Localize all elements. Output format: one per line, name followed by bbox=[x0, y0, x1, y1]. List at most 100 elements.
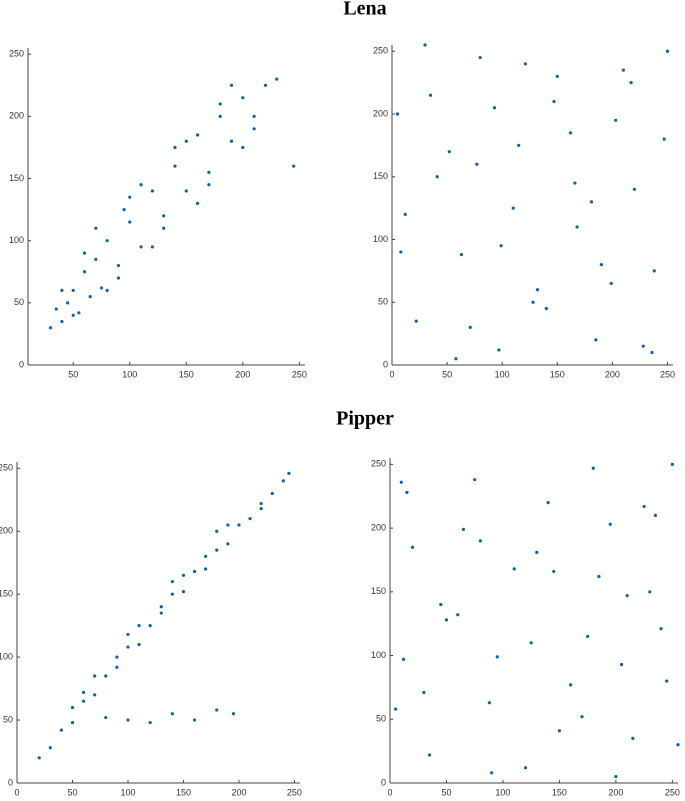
scatter-point bbox=[192, 569, 197, 574]
x-tick-label: 50 bbox=[68, 369, 78, 379]
scatter-point bbox=[648, 590, 652, 594]
scatter-point bbox=[641, 344, 645, 348]
scatter-point bbox=[535, 288, 540, 292]
scatter-point bbox=[115, 655, 119, 659]
scatter-point bbox=[401, 657, 406, 661]
scatter-point bbox=[568, 131, 573, 135]
scatter-point bbox=[608, 522, 612, 526]
scatter-point bbox=[60, 288, 64, 293]
scatter-point bbox=[662, 137, 666, 141]
x-tick-label: 100 bbox=[120, 787, 135, 797]
scatter-point bbox=[215, 548, 219, 552]
scatter-point bbox=[241, 145, 245, 150]
scatter-point bbox=[82, 251, 87, 255]
scatter-point bbox=[444, 618, 449, 622]
y-tick-label: 250 bbox=[373, 46, 388, 56]
x-tick-label: 150 bbox=[550, 369, 565, 379]
scatter-point bbox=[594, 338, 598, 342]
scatter-point bbox=[523, 766, 528, 770]
x-tick-label: 250 bbox=[292, 369, 307, 379]
y-tick-label: 200 bbox=[9, 111, 24, 121]
scatter-point bbox=[94, 257, 98, 261]
scatter-point bbox=[204, 554, 208, 559]
scatter-point bbox=[139, 245, 143, 249]
x-tick-label: 250 bbox=[660, 369, 675, 379]
y-tick-label: 50 bbox=[14, 297, 24, 307]
y-tick-label: 150 bbox=[0, 589, 13, 599]
scatter-point bbox=[170, 712, 174, 716]
scatter-point bbox=[139, 183, 143, 187]
x-tick-label: 200 bbox=[605, 369, 620, 379]
y-tick-label: 50 bbox=[378, 297, 388, 307]
scatter-point bbox=[591, 466, 595, 470]
scatter-point bbox=[105, 288, 109, 293]
scatter-point bbox=[137, 624, 141, 628]
y-tick-label: 0 bbox=[19, 359, 24, 369]
scatter-point bbox=[573, 181, 577, 185]
scatter-point bbox=[162, 214, 166, 218]
scatter-point bbox=[248, 517, 252, 521]
scatter-point bbox=[88, 295, 92, 299]
scatter-point bbox=[49, 326, 53, 330]
scatter-point bbox=[94, 226, 98, 230]
scatter-point bbox=[394, 707, 398, 711]
scatter-point bbox=[422, 690, 426, 695]
scatter-point bbox=[287, 471, 291, 475]
scatter-point bbox=[252, 127, 256, 131]
scatter-point bbox=[552, 569, 556, 574]
scatter-point bbox=[427, 753, 432, 757]
scatter-point bbox=[229, 139, 234, 143]
x-tick-label: 200 bbox=[235, 369, 250, 379]
scatter-point bbox=[65, 301, 70, 305]
scatter-point bbox=[181, 573, 186, 577]
scatter-point bbox=[535, 550, 539, 554]
scatter-point bbox=[82, 270, 87, 274]
scatter-point bbox=[478, 539, 482, 543]
scatter-point bbox=[173, 145, 177, 150]
scatter-point bbox=[614, 118, 618, 122]
scatter-point bbox=[399, 480, 403, 484]
scatter-point bbox=[531, 300, 535, 304]
scatter-point bbox=[59, 728, 63, 732]
scatter-point bbox=[105, 239, 109, 243]
scatter-point bbox=[569, 683, 573, 687]
x-tick-label: 100 bbox=[495, 369, 510, 379]
scatter-point bbox=[478, 55, 482, 60]
scatter-point bbox=[184, 139, 188, 143]
scatter-point bbox=[259, 506, 263, 511]
scatter-point bbox=[642, 504, 646, 509]
scatter-point bbox=[93, 693, 97, 697]
scatter-point bbox=[37, 756, 41, 760]
scatter-point bbox=[499, 244, 503, 248]
scatter-point bbox=[204, 567, 208, 571]
x-tick-label: 150 bbox=[179, 369, 194, 379]
scatter-point bbox=[619, 662, 624, 667]
scatter-point bbox=[93, 674, 97, 678]
scatter-point bbox=[652, 269, 656, 273]
scatter-point bbox=[552, 99, 556, 104]
scatter-point bbox=[659, 627, 663, 631]
scatter-point bbox=[490, 771, 494, 775]
scatter-point bbox=[597, 574, 601, 579]
y-tick-label: 250 bbox=[9, 49, 24, 59]
scatter-point bbox=[148, 624, 152, 628]
scatter-point bbox=[70, 720, 75, 725]
scatter-point bbox=[492, 106, 497, 110]
x-tick-label: 50 bbox=[441, 787, 451, 797]
scatter-point bbox=[54, 307, 58, 311]
scatter-point bbox=[226, 542, 230, 546]
scatter-point bbox=[435, 175, 439, 179]
y-tick-label: 150 bbox=[373, 171, 388, 181]
scatter-point bbox=[487, 701, 491, 705]
x-tick-label: 50 bbox=[442, 369, 452, 379]
scatter-point bbox=[231, 712, 236, 716]
scatter-point bbox=[81, 690, 86, 694]
scatter-point bbox=[259, 501, 263, 506]
scatter-point bbox=[473, 478, 477, 482]
scatter-point bbox=[546, 501, 550, 505]
x-tick-label: 100 bbox=[495, 787, 510, 797]
scatter-point bbox=[71, 288, 75, 293]
scatter-point bbox=[192, 718, 197, 722]
scatter-point bbox=[148, 720, 152, 725]
scatter-point bbox=[184, 189, 188, 193]
